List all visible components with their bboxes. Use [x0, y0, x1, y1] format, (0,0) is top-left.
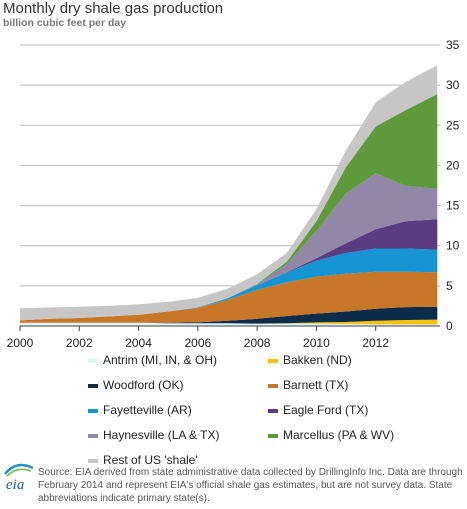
- legend-label: Antrim (MI, IN, & OH): [103, 353, 217, 367]
- logo-arc: [4, 463, 34, 475]
- y-tick-label: 5: [446, 279, 453, 293]
- legend-label: Marcellus (PA & WV): [283, 428, 395, 442]
- legend-item: Bakken (ND): [268, 353, 352, 367]
- legend-swatch: [268, 408, 278, 413]
- area-series-layer: [20, 65, 438, 326]
- legend-swatch: [88, 408, 98, 413]
- x-tick-label: 2012: [362, 336, 389, 350]
- legend-label: Haynesville (LA & TX): [103, 428, 220, 442]
- legend-swatch: [268, 383, 278, 388]
- area-series-4: [20, 248, 438, 321]
- legend-swatch: [88, 358, 98, 363]
- y-tick-label: 15: [446, 199, 460, 213]
- area-series-6: [20, 173, 438, 321]
- x-tick-label: 2008: [244, 336, 271, 350]
- x-tick-label: 2004: [125, 336, 152, 350]
- area-series-1: [20, 319, 438, 325]
- x-tick-label: 2000: [7, 336, 34, 350]
- legend-item: Woodford (OK): [88, 378, 183, 392]
- x-tick-label: 2006: [184, 336, 211, 350]
- stacked-area-chart: 0 5 10 15 20 25 30 35 2000 2002 2004 2006 2008 2010 20…: [7, 38, 460, 350]
- eia-logo: eia: [4, 463, 34, 492]
- y-tick-label: 0: [446, 319, 453, 333]
- legend-label: Rest of US 'shale': [103, 453, 198, 467]
- source-note: Source: EIA derived from state administr…: [38, 467, 463, 504]
- y-tick-label: 25: [446, 118, 460, 132]
- legend-label: Woodford (OK): [103, 378, 184, 392]
- legend-swatch: [88, 458, 98, 463]
- y-tick-label: 10: [446, 239, 460, 253]
- legend-swatch: [88, 383, 98, 388]
- y-tick-label: 35: [446, 38, 460, 52]
- x-tick-label: 2002: [66, 336, 93, 350]
- chart-title: Monthly dry shale gas production: [3, 0, 224, 17]
- legend-label: Eagle Ford (TX): [283, 403, 369, 417]
- legend-swatch: [268, 358, 278, 363]
- legend-item: Antrim (MI, IN, & OH): [88, 353, 217, 367]
- logo-arc-inner: [6, 468, 32, 477]
- legend-swatch: [88, 433, 98, 438]
- legend-item: Barnett (TX): [268, 378, 348, 392]
- logo-text: eia: [6, 477, 24, 492]
- chart-subtitle: billion cubic feet per day: [3, 17, 127, 29]
- y-tick-label: 20: [446, 158, 460, 172]
- axes: 0 5 10 15 20 25 30 35 2000 2002 2004 2006 2008 2010 20…: [7, 38, 460, 350]
- legend-item: Haynesville (LA & TX): [88, 428, 220, 442]
- area-series-7: [20, 94, 438, 321]
- legend-label: Bakken (ND): [283, 353, 352, 367]
- legend-label: Barnett (TX): [283, 378, 349, 392]
- area-series-5: [20, 219, 438, 321]
- area-series-0: [20, 322, 438, 326]
- y-tick-label: 30: [446, 78, 460, 92]
- legend-item: Fayetteville (AR): [88, 403, 192, 417]
- area-series-2: [20, 306, 438, 324]
- area-series-3: [20, 271, 438, 323]
- legend-label: Fayetteville (AR): [103, 403, 192, 417]
- legend-item: Eagle Ford (TX): [268, 403, 368, 417]
- legend-swatch: [268, 433, 278, 438]
- legend-item: Rest of US 'shale': [88, 453, 198, 467]
- legend-item: Marcellus (PA & WV): [268, 428, 394, 442]
- area-series-8: [20, 65, 438, 321]
- x-tick-label: 2010: [303, 336, 330, 350]
